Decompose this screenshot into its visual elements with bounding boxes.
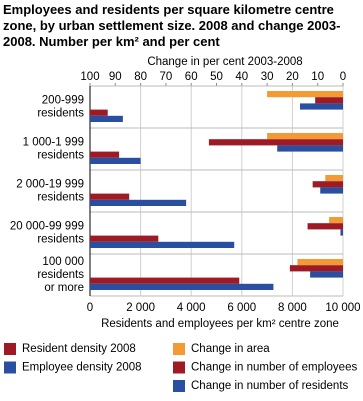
legend-swatch [4, 343, 16, 355]
legend-label: Resident density 2008 [22, 343, 136, 355]
bar [90, 151, 120, 158]
bar [299, 103, 343, 110]
legend-label: Change in number of residents [191, 380, 349, 392]
y-tick-label: 20 000-99 999 [10, 221, 84, 233]
x-tick-label: 8 000 [278, 302, 307, 314]
legend-swatch [4, 361, 16, 374]
bar [307, 223, 343, 230]
bar [90, 115, 123, 122]
y-tick-label: 2 000-19 999 [16, 179, 84, 191]
bar [325, 175, 343, 182]
legend-swatch [173, 361, 185, 374]
bar [267, 133, 343, 140]
x-tick-label: 2 000 [126, 302, 155, 314]
bar [208, 139, 343, 146]
x2-tick-label: 30 [261, 71, 274, 83]
y-tick-label: residents [37, 234, 84, 246]
bar [90, 157, 141, 164]
bar [297, 259, 343, 266]
bar [90, 235, 159, 242]
legend-swatch [173, 343, 185, 355]
bar [267, 91, 343, 98]
bar [90, 283, 274, 290]
bar [340, 229, 343, 236]
bar [289, 265, 343, 272]
bar [277, 145, 343, 152]
legend-label: Change in area [191, 343, 270, 355]
legend-swatch [173, 380, 185, 392]
x2-tick-label: 90 [109, 71, 122, 83]
x2-tick-label: 50 [210, 71, 223, 83]
x-axis-label: Residents and employees per km² centre z… [101, 318, 339, 330]
bar [315, 97, 343, 104]
x-tick-label: 6 000 [227, 302, 256, 314]
x2-axis-label: Change in per cent 2003-2008 [147, 56, 302, 68]
x2-tick-label: 0 [340, 71, 346, 83]
y-tick-label: residents [37, 150, 84, 162]
x2-tick-label: 10 [311, 71, 324, 83]
legend-label: Employee density 2008 [22, 362, 142, 374]
x-tick-label: 4 000 [177, 302, 206, 314]
x2-tick-label: 70 [160, 71, 173, 83]
y-tick-label: residents [37, 108, 84, 120]
y-tick-label: 1 000-1 999 [23, 137, 84, 149]
bar [90, 193, 130, 200]
bar [310, 271, 343, 278]
x-tick-label: 10 000 [325, 302, 360, 314]
x2-tick-label: 60 [185, 71, 198, 83]
y-tick-label: residents [37, 269, 84, 281]
legend-label: Change in number of employees [191, 362, 357, 374]
bar [90, 277, 240, 284]
bar [90, 241, 235, 248]
x2-tick-label: 40 [235, 71, 248, 83]
y-tick-label: or more [44, 282, 84, 294]
chart-title: Employees and residents per square kilom… [3, 2, 341, 49]
x2-tick-label: 100 [80, 71, 99, 83]
y-tick-label: 200-999 [42, 95, 84, 107]
bar [329, 217, 343, 224]
bar [90, 199, 187, 206]
bar [312, 181, 343, 188]
y-tick-label: residents [37, 192, 84, 204]
x-tick-label: 0 [87, 302, 93, 314]
x2-tick-label: 20 [286, 71, 299, 83]
bar [320, 187, 343, 194]
bar [90, 109, 108, 116]
x2-tick-label: 80 [134, 71, 147, 83]
y-tick-label: 100 000 [42, 256, 84, 268]
